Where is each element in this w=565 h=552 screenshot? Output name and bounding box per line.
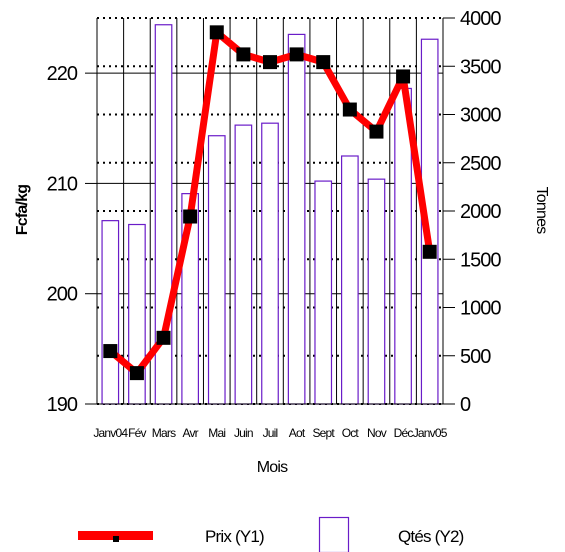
line-marker <box>129 366 144 381</box>
x-category-label: Juil <box>263 426 278 440</box>
x-category-label: Avr <box>182 426 198 440</box>
bar <box>314 180 333 405</box>
x-category-label: Fév <box>128 426 146 440</box>
line-series <box>103 25 437 381</box>
y-axis-left-title: Fcfa/kg <box>14 185 31 235</box>
x-category-label: Mai <box>208 426 225 440</box>
legend-prix-label: Prix (Y1) <box>205 527 264 546</box>
x-category-label: Oct <box>342 426 360 440</box>
line-marker <box>236 47 251 62</box>
line-marker <box>103 344 118 359</box>
line-marker <box>396 69 411 84</box>
line-marker <box>342 102 357 117</box>
y-axis-right: 0 500 1000 1500 2000 2500 3000 3500 4000 <box>443 8 502 416</box>
x-category-label: Déc <box>394 426 414 440</box>
line-marker <box>369 124 384 139</box>
x-category-label: Janv05 <box>413 426 448 440</box>
bar <box>101 220 120 405</box>
bar <box>340 155 359 405</box>
y-left-tick-label: 210 <box>47 173 78 195</box>
y-left-tick-label: 220 <box>47 63 78 85</box>
legend-prix-swatch <box>78 531 153 540</box>
y-left-tick-label: 200 <box>47 284 78 306</box>
y-right-tick-label: 0 <box>460 394 471 416</box>
legend-item-prix: Prix (Y1) <box>78 527 265 546</box>
y-right-tick-label: 4000 <box>460 8 501 30</box>
legend-qtes-swatch <box>318 516 350 552</box>
y-axis-left: 190 200 210 220 <box>47 63 97 416</box>
x-category-label: Mars <box>152 426 176 440</box>
line-marker <box>422 244 437 259</box>
y-right-tick-label: 500 <box>460 346 491 368</box>
y-right-tick-label: 1500 <box>460 249 501 271</box>
legend-qtes-label: Qtés (Y2) <box>398 527 464 546</box>
x-category-label: Juin <box>234 426 253 440</box>
legend-prix-marker <box>113 536 119 542</box>
bar <box>367 178 386 405</box>
line-marker <box>316 55 331 70</box>
x-category-label: Aot <box>289 426 306 440</box>
y-right-tick-label: 1000 <box>460 298 501 320</box>
legend-item-qtes: Qtés (Y2) <box>318 516 464 552</box>
x-category-label: Nov <box>367 426 387 440</box>
y-right-tick-label: 3500 <box>460 56 501 78</box>
x-category-label: Janv04 <box>93 426 128 440</box>
y-right-tick-label: 2500 <box>460 153 501 175</box>
y-left-tick-label: 190 <box>47 394 78 416</box>
line-marker <box>183 209 198 224</box>
y-axis-right-title: Tonnes <box>533 187 550 235</box>
legend: Prix (Y1) Qtés (Y2) <box>78 516 464 552</box>
bar <box>261 122 279 405</box>
line-marker <box>156 330 171 345</box>
y-right-tick-label: 3000 <box>460 105 501 127</box>
x-axis-title: Mois <box>257 459 288 476</box>
line-marker <box>289 47 304 62</box>
bar <box>287 33 306 405</box>
bar <box>234 124 253 405</box>
line-marker <box>263 55 277 70</box>
line-marker <box>209 25 224 40</box>
x-axis-categories: Janv04 Fév Mars Avr Mai Juin Juil Aot Sept Oct Nov… <box>93 426 448 440</box>
bar <box>207 135 226 405</box>
x-category-label: Sept <box>312 426 335 440</box>
y-right-tick-label: 2000 <box>460 201 501 223</box>
